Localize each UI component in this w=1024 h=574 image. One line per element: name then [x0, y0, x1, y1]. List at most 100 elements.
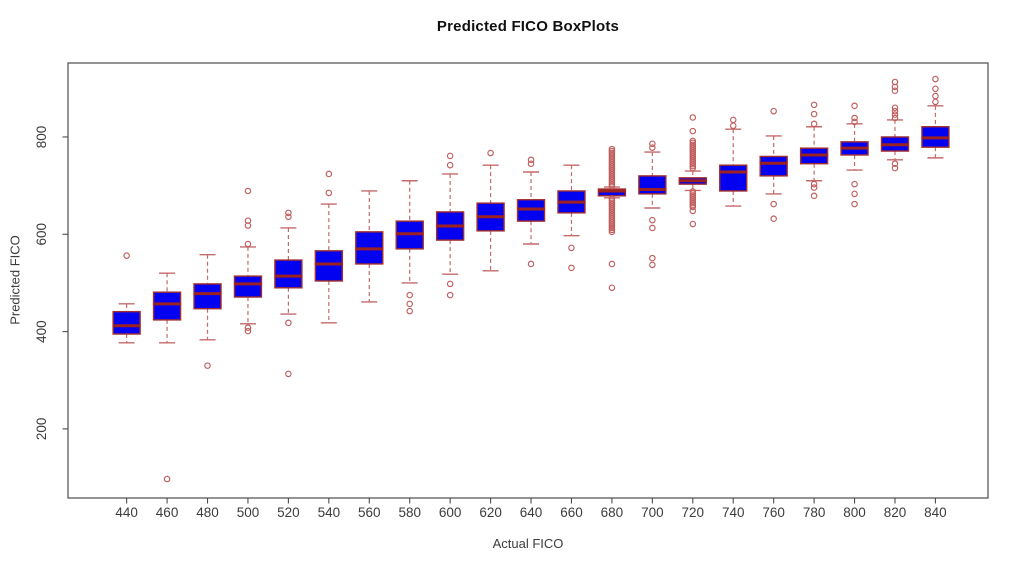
outlier-point	[932, 92, 939, 100]
outlier-point	[770, 107, 777, 115]
outlier-point	[649, 261, 656, 269]
outlier-point	[932, 75, 939, 83]
outlier-point	[163, 475, 171, 483]
x-tick-label: 720	[682, 505, 705, 520]
outlier-point	[689, 160, 697, 168]
outlier-point	[689, 164, 697, 172]
x-tick-label: 460	[156, 505, 179, 520]
outlier-point	[608, 228, 616, 236]
outlier-point	[325, 170, 333, 178]
y-tick-label: 600	[34, 223, 49, 246]
outlier-point	[810, 110, 818, 118]
boxplot-560	[355, 190, 384, 303]
x-tick-label: 640	[520, 505, 543, 520]
chart-title: Predicted FICO BoxPlots	[436, 18, 620, 35]
outlier-point	[932, 85, 939, 93]
outlier-point	[285, 319, 292, 327]
outlier-point	[649, 144, 656, 151]
outlier-point	[851, 102, 858, 110]
outlier-point	[487, 149, 494, 157]
y-tick-label: 400	[34, 320, 49, 343]
x-tick-label: 740	[722, 505, 745, 520]
outlier-point	[285, 209, 292, 217]
iqr-box	[112, 310, 141, 335]
boxplot-580	[395, 180, 424, 315]
outlier-point	[527, 260, 535, 268]
boxplot-700	[638, 140, 667, 269]
outlier-point	[285, 370, 292, 378]
outlier-point	[608, 180, 616, 188]
x-tick-label: 780	[803, 505, 826, 520]
outlier-point	[285, 213, 292, 221]
outlier-point	[649, 224, 656, 232]
outlier-point	[608, 226, 616, 234]
outlier-point	[891, 164, 899, 172]
y-tick-label: 200	[34, 418, 49, 441]
x-tick-label: 820	[884, 505, 907, 520]
outlier-point	[891, 107, 899, 115]
boxplot-460	[152, 272, 182, 483]
outlier-point	[689, 199, 697, 207]
outlier-point	[689, 207, 697, 215]
iqr-box	[152, 291, 182, 321]
outlier-point	[891, 160, 899, 167]
outlier-point	[446, 161, 454, 169]
outlier-point	[810, 101, 818, 109]
x-tick-label: 520	[277, 505, 300, 520]
outlier-point	[810, 180, 818, 188]
outlier-point	[810, 192, 818, 200]
outlier-point	[406, 300, 413, 308]
iqr-box	[193, 283, 222, 310]
outlier-point	[689, 127, 697, 135]
x-tick-label: 680	[601, 505, 624, 520]
outlier-point	[527, 160, 535, 167]
outlier-point	[325, 189, 333, 197]
outlier-point	[608, 182, 616, 190]
iqr-box	[638, 175, 667, 195]
boxplot-600	[435, 152, 465, 299]
outlier-point	[527, 156, 535, 164]
outlier-point	[649, 254, 656, 262]
iqr-box	[759, 155, 788, 177]
outlier-point	[608, 260, 616, 268]
iqr-box	[233, 275, 263, 298]
x-tick-label: 560	[358, 505, 381, 520]
outlier-point	[244, 240, 252, 248]
outlier-point	[649, 216, 656, 224]
outlier-point	[406, 291, 413, 299]
boxplot-660	[557, 164, 586, 272]
x-tick-label: 800	[843, 505, 866, 520]
y-tick-label: 800	[34, 126, 49, 149]
iqr-box	[314, 250, 344, 282]
boxplot-480	[193, 254, 222, 369]
outlier-point	[204, 362, 211, 369]
outlier-point	[608, 224, 616, 232]
outlier-point	[244, 222, 252, 229]
boxplot-640	[516, 156, 546, 268]
plot-frame	[67, 62, 989, 499]
x-tick-label: 540	[318, 505, 341, 520]
outlier-point	[446, 152, 454, 160]
x-tick-label: 660	[560, 505, 583, 520]
outlier-point	[568, 264, 575, 272]
outlier-point	[729, 116, 737, 124]
outlier-point	[851, 118, 858, 126]
outlier-point	[568, 244, 575, 252]
outlier-point	[891, 83, 899, 91]
boxplot-540	[314, 170, 344, 324]
outlier-point	[446, 291, 454, 299]
x-tick-label: 580	[398, 505, 421, 520]
boxplot-820	[880, 78, 910, 172]
outlier-point	[810, 184, 818, 191]
boxplot-720	[678, 114, 707, 228]
boxplot-740	[719, 116, 748, 207]
x-tick-label: 600	[439, 505, 462, 520]
iqr-box	[274, 259, 303, 289]
outlier-point	[689, 220, 697, 228]
outlier-point	[608, 178, 616, 186]
x-tick-label: 480	[196, 505, 219, 520]
x-tick-label: 700	[641, 505, 664, 520]
x-tick-label: 760	[762, 505, 785, 520]
